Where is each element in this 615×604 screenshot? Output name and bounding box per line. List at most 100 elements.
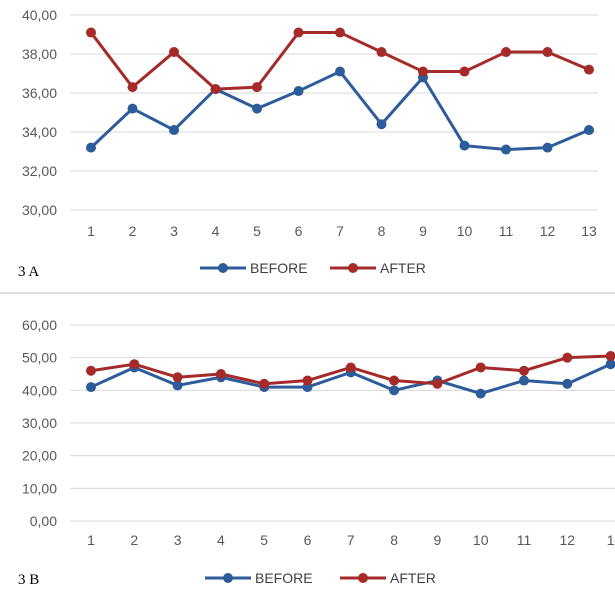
legend: BEFORE AFTER (200, 260, 426, 276)
x-tick-label: 6 (304, 532, 312, 548)
data-point-after (584, 64, 594, 75)
x-tick-label: 9 (434, 532, 442, 548)
data-point-before (293, 86, 304, 97)
data-point-before (519, 375, 529, 386)
x-tick-label: 4 (217, 532, 225, 548)
y-tick-label: 36,00 (22, 85, 57, 101)
legend-marker (358, 573, 368, 583)
x-tick-label: 4 (212, 223, 220, 239)
x-tick-label: 12 (540, 223, 556, 239)
x-tick-label: 2 (129, 223, 137, 239)
data-point-after (86, 365, 96, 376)
legend: BEFORE AFTER (205, 570, 436, 586)
x-tick-label: 11 (517, 532, 532, 548)
legend-label: AFTER (390, 570, 436, 586)
y-tick-label: 30,00 (22, 415, 57, 431)
data-point-after (252, 82, 262, 93)
data-point-after (345, 362, 356, 373)
legend-label: BEFORE (255, 570, 313, 586)
data-point-before (127, 103, 138, 114)
x-tick-label: 8 (390, 532, 398, 548)
data-point-before (459, 140, 470, 151)
data-point-before (542, 142, 553, 153)
x-tick-label: 1 (87, 223, 95, 239)
legend-label: AFTER (380, 260, 426, 276)
data-point-before (86, 382, 96, 393)
data-point-after (418, 66, 428, 77)
data-point-after (210, 84, 221, 95)
y-tick-label: 50,00 (22, 350, 57, 366)
x-tick-label: 3 (174, 532, 182, 548)
data-point-after (519, 365, 529, 376)
data-point-after (86, 27, 96, 38)
data-point-before (335, 66, 345, 77)
data-point-after (169, 47, 179, 58)
legend-marker (348, 263, 358, 273)
y-tick-label: 30,00 (22, 202, 57, 218)
panel-label: 3 A (18, 264, 39, 280)
data-point-after (376, 47, 387, 58)
data-point-before (389, 385, 400, 396)
series-line-before (89, 70, 591, 152)
y-tick-label: 34,00 (22, 124, 57, 140)
data-point-before (605, 359, 615, 370)
y-tick-label: 10,00 (22, 480, 57, 496)
legend-label: BEFORE (250, 260, 308, 276)
y-tick-label: 32,00 (22, 163, 57, 179)
series-line-after (89, 31, 591, 91)
data-point-before (376, 119, 387, 130)
data-point-after (302, 375, 313, 386)
data-point-after (127, 82, 138, 93)
data-point-after (389, 375, 400, 386)
x-tick-label: 3 (170, 223, 178, 239)
data-point-after (542, 47, 553, 58)
x-tick-label: 12 (560, 532, 576, 548)
data-point-before (172, 380, 183, 391)
data-point-after (432, 378, 443, 389)
x-tick-label: 1 (607, 532, 615, 548)
y-tick-label: 40,00 (22, 7, 57, 23)
legend-marker (223, 573, 233, 583)
data-point-before (252, 103, 262, 114)
data-point-after (215, 369, 226, 379)
data-point-after (459, 66, 470, 77)
x-tick-label: 5 (260, 532, 268, 548)
x-tick-label: 7 (336, 223, 344, 239)
x-tick-label: 6 (295, 223, 303, 239)
data-point-before (475, 388, 486, 399)
x-tick-label: 5 (253, 223, 261, 239)
data-point-before (562, 378, 573, 389)
data-point-before (584, 125, 594, 136)
data-point-after (259, 378, 270, 389)
panel-label: 3 B (18, 572, 39, 588)
x-tick-label: 8 (378, 223, 386, 239)
x-tick-label: 7 (347, 532, 355, 548)
data-point-before (169, 125, 179, 136)
y-tick-label: 60,00 (22, 317, 57, 333)
x-tick-label: 10 (473, 532, 489, 548)
x-tick-label: 10 (457, 223, 473, 239)
data-point-after (475, 362, 486, 373)
legend-marker (218, 263, 228, 273)
data-point-after (293, 27, 304, 38)
data-point-after (562, 352, 573, 363)
data-point-after (172, 372, 183, 383)
data-point-after (605, 351, 615, 362)
x-tick-label: 9 (419, 223, 427, 239)
y-tick-label: 20,00 (22, 448, 57, 464)
data-point-after (129, 359, 140, 370)
x-tick-label: 2 (130, 532, 138, 548)
x-tick-label: 11 (499, 223, 514, 239)
y-tick-label: 0,00 (30, 513, 57, 529)
data-point-before (501, 144, 511, 155)
x-tick-label: 13 (581, 223, 597, 239)
y-tick-label: 38,00 (22, 46, 57, 62)
data-point-after (501, 47, 511, 58)
y-tick-label: 40,00 (22, 382, 57, 398)
data-point-after (335, 27, 345, 38)
data-point-before (86, 142, 96, 153)
x-tick-label: 1 (87, 532, 95, 548)
